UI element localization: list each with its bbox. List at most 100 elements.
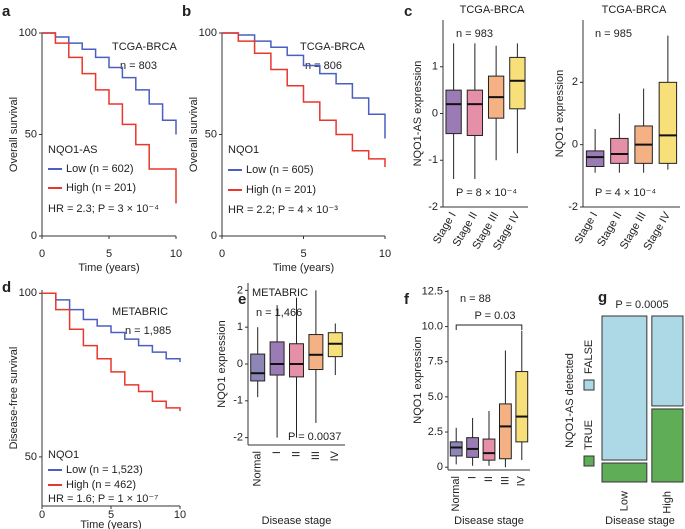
y-tick-label: 0 <box>31 230 37 242</box>
p-label: P = 8 × 10⁻⁴ <box>456 187 517 199</box>
y-tick-label: -1 <box>428 154 438 166</box>
y-tick-label: 2.5 <box>428 426 443 438</box>
survival-curve <box>42 32 177 135</box>
x-tick-label: High <box>661 491 673 514</box>
y-tick-label: 100 <box>19 287 37 299</box>
box <box>610 137 629 164</box>
legend-title: NQO1 <box>48 449 79 461</box>
y-tick-label: 0 <box>572 139 578 151</box>
p-label: P = 0.0005 <box>615 299 668 311</box>
x-tick-label: Normal <box>252 451 264 486</box>
box <box>509 56 526 110</box>
chart-title: METABRIC <box>252 287 308 299</box>
y-tick-label: -2 <box>233 432 243 444</box>
survival-curve <box>42 32 177 204</box>
panel-label: d <box>2 279 11 296</box>
y-tick-label: 2 <box>237 284 243 296</box>
box <box>466 89 484 136</box>
box <box>289 343 304 378</box>
y-tick-label: 1 <box>432 61 438 73</box>
y-tick-label: -2 <box>428 201 438 213</box>
box <box>498 403 512 460</box>
n-label: n = 985 <box>595 28 632 40</box>
panel-label: g <box>598 289 607 306</box>
legend-label: Low (n = 605) <box>246 164 314 176</box>
x-tick-label: 5 <box>300 248 306 260</box>
x-tick-label: 10 <box>379 248 391 260</box>
panel-label: f <box>404 291 410 308</box>
y-axis-label: NQO1 expression <box>216 320 228 407</box>
legend-swatch <box>583 379 595 391</box>
legend-label: High (n = 462) <box>66 479 136 491</box>
box <box>466 437 480 458</box>
x-tick-label: IV <box>516 475 528 486</box>
chart-title: TCGA-BRCA <box>602 4 667 16</box>
x-tick-label: II <box>483 476 495 482</box>
x-tick-label: III <box>310 451 322 460</box>
n-label: n = 983 <box>456 28 493 40</box>
n-label: n = 803 <box>120 60 157 72</box>
legend-title: NQO1 <box>228 144 259 156</box>
legend-label: TRUE <box>583 420 595 450</box>
x-tick-label: 0 <box>39 509 45 521</box>
y-tick-label: 5.0 <box>428 391 443 403</box>
y-tick-label: 2 <box>572 76 578 88</box>
legend-label: Low (n = 1,523) <box>66 464 143 476</box>
y-tick-label: 100 <box>19 27 37 39</box>
box <box>250 353 266 382</box>
mosaic-cell <box>651 408 684 483</box>
x-axis-label: Time (years) <box>80 519 141 529</box>
y-tick-label: 0 <box>211 230 217 242</box>
y-tick-label: 50 <box>25 128 37 140</box>
box <box>308 334 324 371</box>
y-tick-label: -2 <box>568 201 578 213</box>
n-label: n = 806 <box>305 60 342 72</box>
x-axis-label: Disease stage <box>454 515 524 527</box>
y-tick-label: 7.5 <box>428 356 443 368</box>
x-tick-label: 0 <box>39 248 45 260</box>
survival-curve <box>222 32 386 139</box>
n-label: n = 1,985 <box>125 325 171 337</box>
box <box>585 150 605 167</box>
legend-label: FALSE <box>583 340 595 374</box>
x-tick-label: IV <box>329 450 341 461</box>
panel-label: b <box>182 3 191 20</box>
y-tick-label: -1 <box>233 395 243 407</box>
legend-label: Low (n = 602) <box>66 163 134 175</box>
x-axis-label: Time (years) <box>78 262 139 274</box>
hr-label: HR = 2.2; P = 4 × 10⁻³ <box>228 204 338 216</box>
y-tick-label: 50 <box>25 451 37 463</box>
chart-title: METABRIC <box>112 306 168 318</box>
mosaic-cell <box>601 315 648 461</box>
p-label: P = 4 × 10⁻⁴ <box>595 187 656 199</box>
hr-label: HR = 2.3; P = 3 × 10⁻⁴ <box>48 203 159 215</box>
hr-label: HR = 1.6; P = 1 × 10⁻⁷ <box>48 493 158 505</box>
box <box>445 89 462 135</box>
x-tick-label: 0 <box>219 248 225 260</box>
chart-title: TCGA-BRCA <box>460 4 525 16</box>
legend-title: NQO1-AS <box>48 144 98 156</box>
legend-label: High (n = 201) <box>66 182 136 194</box>
y-tick-label: 0 <box>432 107 438 119</box>
y-tick-label: 10.0 <box>422 320 443 332</box>
box <box>449 441 463 457</box>
x-axis-label: Disease stage <box>262 515 332 527</box>
mosaic-cell <box>651 315 684 407</box>
x-axis-label: Disease stage <box>605 515 675 527</box>
y-tick-label: 50 <box>205 128 217 140</box>
y-tick-label: 12.5 <box>422 285 443 297</box>
x-tick-label: III <box>499 476 511 485</box>
legend-swatch <box>583 455 595 467</box>
panel-label: e <box>238 291 246 308</box>
survival-curve <box>42 292 181 362</box>
y-tick-label: 100 <box>199 27 217 39</box>
box <box>482 438 496 461</box>
p-label: P = 0.0037 <box>288 431 341 443</box>
y-tick-label: 1 <box>237 321 243 333</box>
x-tick-label: II <box>290 451 302 457</box>
box <box>515 371 529 443</box>
x-axis-label: Time (years) <box>273 262 334 274</box>
chart-title: TCGA-BRCA <box>300 41 365 53</box>
y-axis-label: NQO1 expression <box>554 70 566 157</box>
